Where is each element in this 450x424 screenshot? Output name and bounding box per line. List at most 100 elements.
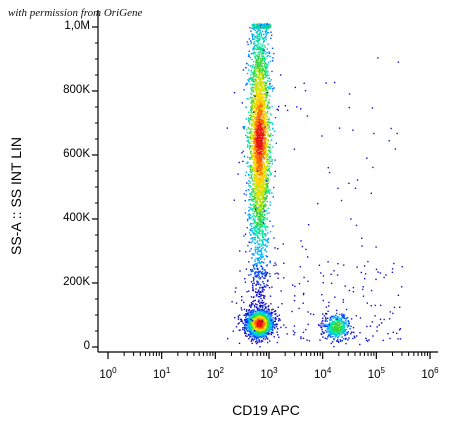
event-dot xyxy=(256,120,258,123)
event-dot xyxy=(273,237,275,239)
event-dot xyxy=(260,78,262,80)
event-dot xyxy=(250,169,252,171)
event-dot xyxy=(252,300,254,303)
event-dot xyxy=(251,339,253,341)
event-dot xyxy=(256,246,258,248)
event-dot xyxy=(249,146,252,149)
event-dot xyxy=(257,321,259,323)
event-dot xyxy=(259,321,261,324)
event-dot xyxy=(255,288,257,290)
event-dot xyxy=(251,191,253,193)
event-dot xyxy=(252,89,254,91)
event-dot xyxy=(257,332,259,334)
event-dot xyxy=(262,107,264,109)
event-dot xyxy=(263,244,265,247)
event-dot xyxy=(260,224,262,226)
event-dot xyxy=(250,273,252,276)
event-dot xyxy=(251,131,253,133)
event-dot xyxy=(254,119,256,121)
event-dot xyxy=(259,113,262,115)
event-dot xyxy=(245,194,247,196)
event-dot xyxy=(283,324,285,326)
event-dot xyxy=(257,113,260,115)
event-dot xyxy=(245,251,247,253)
event-dot xyxy=(260,249,263,252)
event-dot xyxy=(266,122,268,124)
event-dot xyxy=(262,88,265,90)
event-dot xyxy=(271,328,273,330)
event-dot xyxy=(249,315,251,317)
event-dot xyxy=(248,50,250,52)
event-dot xyxy=(253,105,255,107)
event-dot xyxy=(343,331,345,333)
event-dot xyxy=(261,335,264,337)
event-dot xyxy=(267,64,269,66)
event-dot xyxy=(248,136,250,139)
event-dot xyxy=(254,219,256,221)
event-dot xyxy=(264,233,266,235)
event-dot xyxy=(263,165,265,167)
event-dot xyxy=(328,327,331,329)
event-dot xyxy=(253,161,255,163)
event-dot xyxy=(261,198,264,200)
event-dot xyxy=(251,125,253,127)
event-dot xyxy=(265,234,267,236)
event-dot xyxy=(262,233,264,235)
event-dot xyxy=(248,132,250,134)
event-dot xyxy=(254,161,256,163)
event-dot xyxy=(256,203,258,205)
event-dot xyxy=(264,170,267,172)
event-dot xyxy=(265,57,267,60)
event-dot xyxy=(275,318,277,320)
event-dot xyxy=(332,335,334,338)
event-dot xyxy=(259,95,261,98)
event-dot xyxy=(260,194,262,197)
event-dot xyxy=(254,48,256,50)
event-dot xyxy=(260,332,263,335)
event-dot xyxy=(260,291,262,293)
event-dot xyxy=(266,327,268,330)
event-dot xyxy=(323,325,326,328)
event-dot xyxy=(258,34,261,36)
event-dot xyxy=(265,174,267,176)
event-dot xyxy=(253,166,256,169)
event-dot xyxy=(251,116,253,119)
event-dot xyxy=(254,128,256,131)
event-dot xyxy=(268,191,271,193)
event-dot xyxy=(251,137,253,139)
event-dot xyxy=(255,139,258,141)
event-dot xyxy=(255,100,258,102)
event-dot xyxy=(248,215,251,218)
event-dot xyxy=(269,328,271,331)
event-dot xyxy=(269,152,272,154)
event-dot xyxy=(251,123,253,126)
event-dot xyxy=(262,152,265,154)
event-dot xyxy=(262,220,264,222)
event-dot xyxy=(338,330,340,332)
event-dot xyxy=(257,64,259,66)
event-dot xyxy=(265,147,267,149)
event-dot xyxy=(254,272,256,274)
event-dot xyxy=(255,187,257,189)
event-dot xyxy=(259,220,261,222)
event-dot xyxy=(266,146,268,148)
event-dot xyxy=(255,143,257,146)
event-dot xyxy=(257,95,260,97)
event-dot xyxy=(251,90,253,92)
event-dot xyxy=(258,71,261,73)
event-dot xyxy=(260,55,263,57)
event-dot xyxy=(252,94,255,97)
event-dot xyxy=(260,49,262,52)
event-dot xyxy=(253,267,255,269)
event-dot xyxy=(256,183,259,185)
event-dot xyxy=(267,321,269,324)
event-dot xyxy=(249,324,251,327)
event-dot xyxy=(260,71,262,73)
event-dot xyxy=(246,98,248,100)
event-dot xyxy=(254,248,256,250)
event-dot xyxy=(261,309,264,311)
event-dot xyxy=(250,132,252,134)
event-dot xyxy=(262,195,264,197)
event-dot xyxy=(251,338,253,340)
event-dot xyxy=(250,302,253,304)
